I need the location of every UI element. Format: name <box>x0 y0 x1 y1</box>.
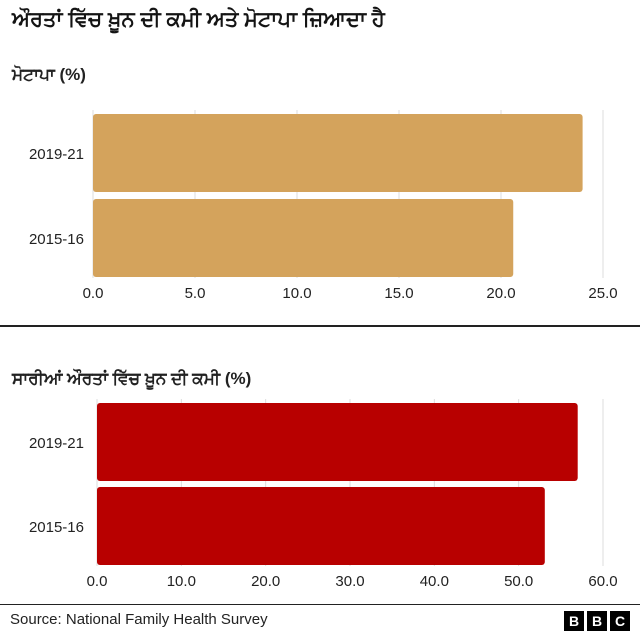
category-label: 2019-21 <box>29 146 84 163</box>
source-note: Source: National Family Health Survey <box>10 611 268 628</box>
x-tick-label: 25.0 <box>588 285 617 302</box>
anaemia-chart-title: ਸਾਰੀਆਂ ਔਰਤਾਂ ਵਿੱਚ ਖ਼ੂਨ ਦੀ ਕਮੀ (%) <box>11 369 251 390</box>
anaemia-bar-2015-16 <box>97 487 545 565</box>
anaemia-chart-panel: ਸਾਰੀਆਂ ਔਰਤਾਂ ਵਿੱਚ ਖ਼ੂਨ ਦੀ ਕਮੀ (%) 2019-21… <box>11 369 618 590</box>
x-tick-label: 50.0 <box>504 573 533 590</box>
x-tick-label: 15.0 <box>384 285 413 302</box>
charts-canvas: ਮੋਟਾਪਾ (%) 2019-21 2015-16 0.0 5.0 10.0 15.0 20… <box>0 64 640 590</box>
obesity-bar-2019-21 <box>93 114 583 192</box>
bbc-logo-letter: C <box>610 611 630 631</box>
anaemia-bar-2019-21 <box>97 403 578 481</box>
category-label: 2015-16 <box>29 231 84 248</box>
x-tick-label: 5.0 <box>185 285 206 302</box>
category-label: 2015-16 <box>29 519 84 536</box>
bbc-logo: B B C <box>564 611 630 631</box>
x-tick-label: 10.0 <box>167 573 196 590</box>
x-tick-label: 40.0 <box>420 573 449 590</box>
x-tick-label: 30.0 <box>335 573 364 590</box>
x-tick-label: 10.0 <box>282 285 311 302</box>
x-tick-label: 60.0 <box>588 573 617 590</box>
x-tick-label: 0.0 <box>87 573 108 590</box>
chart-title: ਔਰਤਾਂ ਵਿੱਚ ਖ਼ੂਨ ਦੀ ਕਮੀ ਅਤੇ ਮੋਟਾਪਾ ਜ਼ਿਆਦਾ… <box>12 8 385 31</box>
x-tick-label: 20.0 <box>486 285 515 302</box>
obesity-chart-title: ਮੋਟਾਪਾ (%) <box>11 64 86 84</box>
footer-divider <box>0 604 640 605</box>
obesity-chart-panel: ਮੋਟਾਪਾ (%) 2019-21 2015-16 0.0 5.0 10.0 15.0 20… <box>11 64 618 302</box>
category-label: 2019-21 <box>29 435 84 452</box>
obesity-bar-2015-16 <box>93 199 514 277</box>
x-tick-label: 20.0 <box>251 573 280 590</box>
bbc-logo-letter: B <box>587 611 607 631</box>
x-tick-label: 0.0 <box>83 285 104 302</box>
bbc-logo-letter: B <box>564 611 584 631</box>
